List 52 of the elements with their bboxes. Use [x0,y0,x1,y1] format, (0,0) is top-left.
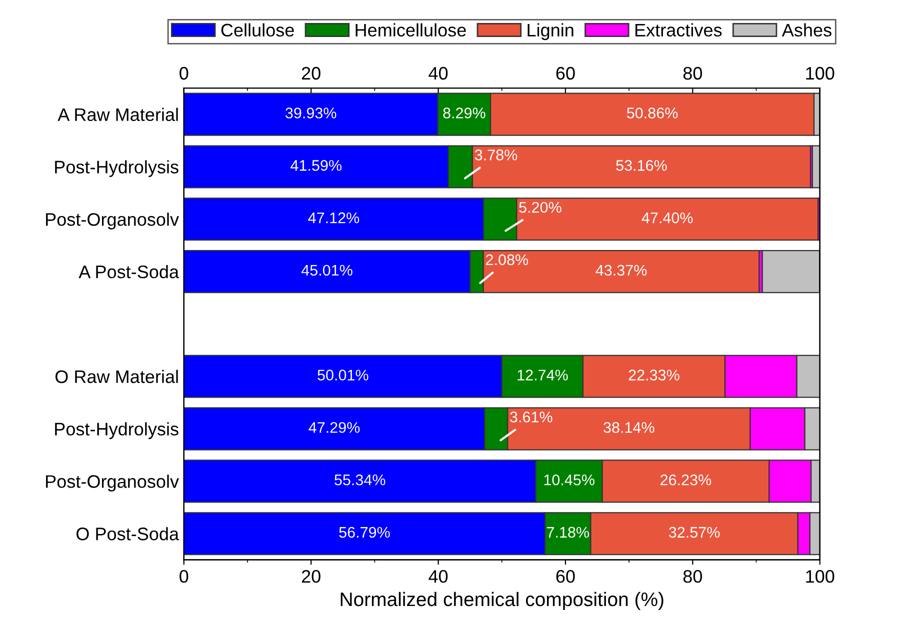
data-label: 10.45% [544,474,594,486]
data-label: 45.01% [301,264,352,276]
data-label: 26.23% [660,474,712,486]
data-label: 47.40% [642,212,693,224]
x-axis-title: Normalized chemical composition (%) [340,592,664,610]
data-label: 53.16% [616,160,667,171]
data-label: 5.20% [519,202,562,213]
data-label: 55.34% [334,474,386,486]
bar [812,145,820,188]
x-tick-label: 40 [428,570,448,583]
y-tick-label: Post-Organosolv [46,474,179,492]
x2-tick-label: 20 [302,66,320,80]
x-tick-label: 80 [683,570,702,583]
data-label: 41.59% [290,160,342,171]
data-label: 3.78% [474,150,518,160]
legend-label: Extractives [635,23,722,37]
data-label: 56.79% [339,526,390,538]
data-label: 2.08% [486,254,528,266]
data-label: 7.18% [547,526,590,538]
y-tick-label: O Post-Soda [76,527,180,540]
data-label: 8.29% [443,108,486,118]
data-label: 32.57% [668,526,720,538]
x2-tick-label: 80 [683,66,702,80]
legend-label: Ashes [782,23,832,37]
x-tick-label: 100 [806,570,834,583]
data-label: 3.61% [510,412,552,422]
data-label: 50.86% [626,108,678,118]
x2-tick-label: 0 [180,66,188,80]
y-tick-label: Post-Hydrolysis [55,422,178,440]
data-label: 22.33% [628,370,680,380]
data-label: 47.29% [308,422,360,433]
legend-label: Hemicellulose [356,23,466,37]
data-label: 50.01% [318,370,368,380]
data-label: 12.74% [518,370,568,380]
y-tick-label: A Raw Material [58,108,178,122]
legend-label: Cellulose [221,23,294,37]
x2-tick-label: 40 [428,66,448,80]
x-tick-label: 60 [556,570,575,583]
y-tick-label: Post-Hydrolysis [55,160,178,178]
data-label: 38.14% [604,422,654,433]
y-tick-label: A Post-Soda [78,265,180,278]
legend-label: Lignin [528,23,574,40]
x2-tick-label: 60 [556,66,575,80]
y-tick-label: O Raw Material [55,370,178,384]
data-label: 43.37% [596,264,647,276]
x-tick-label: 0 [180,570,188,583]
data-label: 47.12% [308,212,360,224]
x-tick-label: 20 [302,570,320,583]
data-label: 39.93% [286,108,336,118]
y-tick-label: Post-Organosolv [46,212,179,230]
bar [762,250,820,294]
x2-tick-label: 100 [806,66,834,80]
